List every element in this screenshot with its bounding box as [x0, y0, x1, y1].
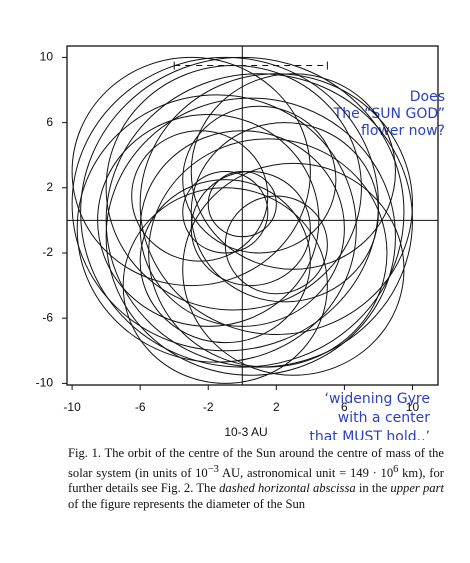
orbit-loop [139, 73, 413, 335]
y-tick-label: -10 [36, 376, 54, 390]
caption-sup: 6 [393, 463, 399, 475]
x-tick-label: 10 [406, 400, 420, 414]
caption-text: km), for further details see Fig. 2. The [68, 465, 444, 496]
caption-italic: upper part [390, 481, 444, 496]
chart: 10-3 AU Does The “SUN GOD” flower now? ‘… [36, 45, 445, 440]
annotation: flower now? [361, 123, 445, 139]
x-axis-label: 10-3 AU [224, 425, 267, 439]
orbit-loop [207, 170, 277, 238]
orbit-loop [122, 187, 328, 384]
y-tick-label: 2 [46, 180, 53, 194]
annotation: Does [410, 89, 445, 105]
caption-text: of the figure represents the diameter of… [68, 496, 306, 511]
caption-text: The orbit of the centre of the Sun aroun… [68, 446, 444, 480]
orbit-loop [71, 56, 311, 287]
orbit-loop [139, 179, 311, 344]
orbit-loop [131, 130, 269, 262]
caption-label: Fig. 1. [68, 446, 102, 460]
y-tick-label: 6 [46, 115, 53, 129]
x-tick-label: 6 [341, 400, 348, 414]
annotation: ‘widening Gyre [325, 391, 430, 407]
y-tick-label: 10 [40, 50, 54, 64]
plot-frame [66, 45, 439, 386]
orbit-loop [190, 122, 379, 303]
orbit-loop [182, 105, 337, 254]
orbit-loop [76, 94, 357, 363]
orbit-loop [182, 170, 269, 254]
x-tick-label: -2 [203, 400, 214, 414]
orbit-loop [97, 113, 320, 327]
y-tick-label: -2 [42, 245, 53, 259]
caption-text: in the [355, 481, 391, 496]
orbit-loop [224, 195, 328, 295]
orbit-loop [105, 97, 396, 376]
x-tick-label: -10 [63, 400, 81, 414]
x-tick-label: -6 [135, 400, 146, 414]
caption-sup: −3 [207, 463, 219, 475]
caption-italic: dashed horizontal abscissa [219, 481, 356, 496]
orbit-loop [71, 56, 379, 352]
y-tick-label: -6 [42, 310, 53, 324]
figure-caption: Fig. 1. The orbit of the centre of the S… [68, 446, 444, 512]
annotation: that MUST hold..’ [309, 429, 430, 440]
orbit-loop [190, 73, 396, 270]
orbit-loop [182, 162, 405, 376]
annotation: The “SUN GOD” [333, 106, 445, 122]
orbit-loop [80, 56, 405, 368]
annotation: with a center [338, 410, 430, 426]
orbit-loop [148, 138, 388, 368]
caption-text: AU, astronomical unit = 149 · 10 [218, 465, 394, 480]
x-tick-label: 2 [273, 400, 280, 414]
